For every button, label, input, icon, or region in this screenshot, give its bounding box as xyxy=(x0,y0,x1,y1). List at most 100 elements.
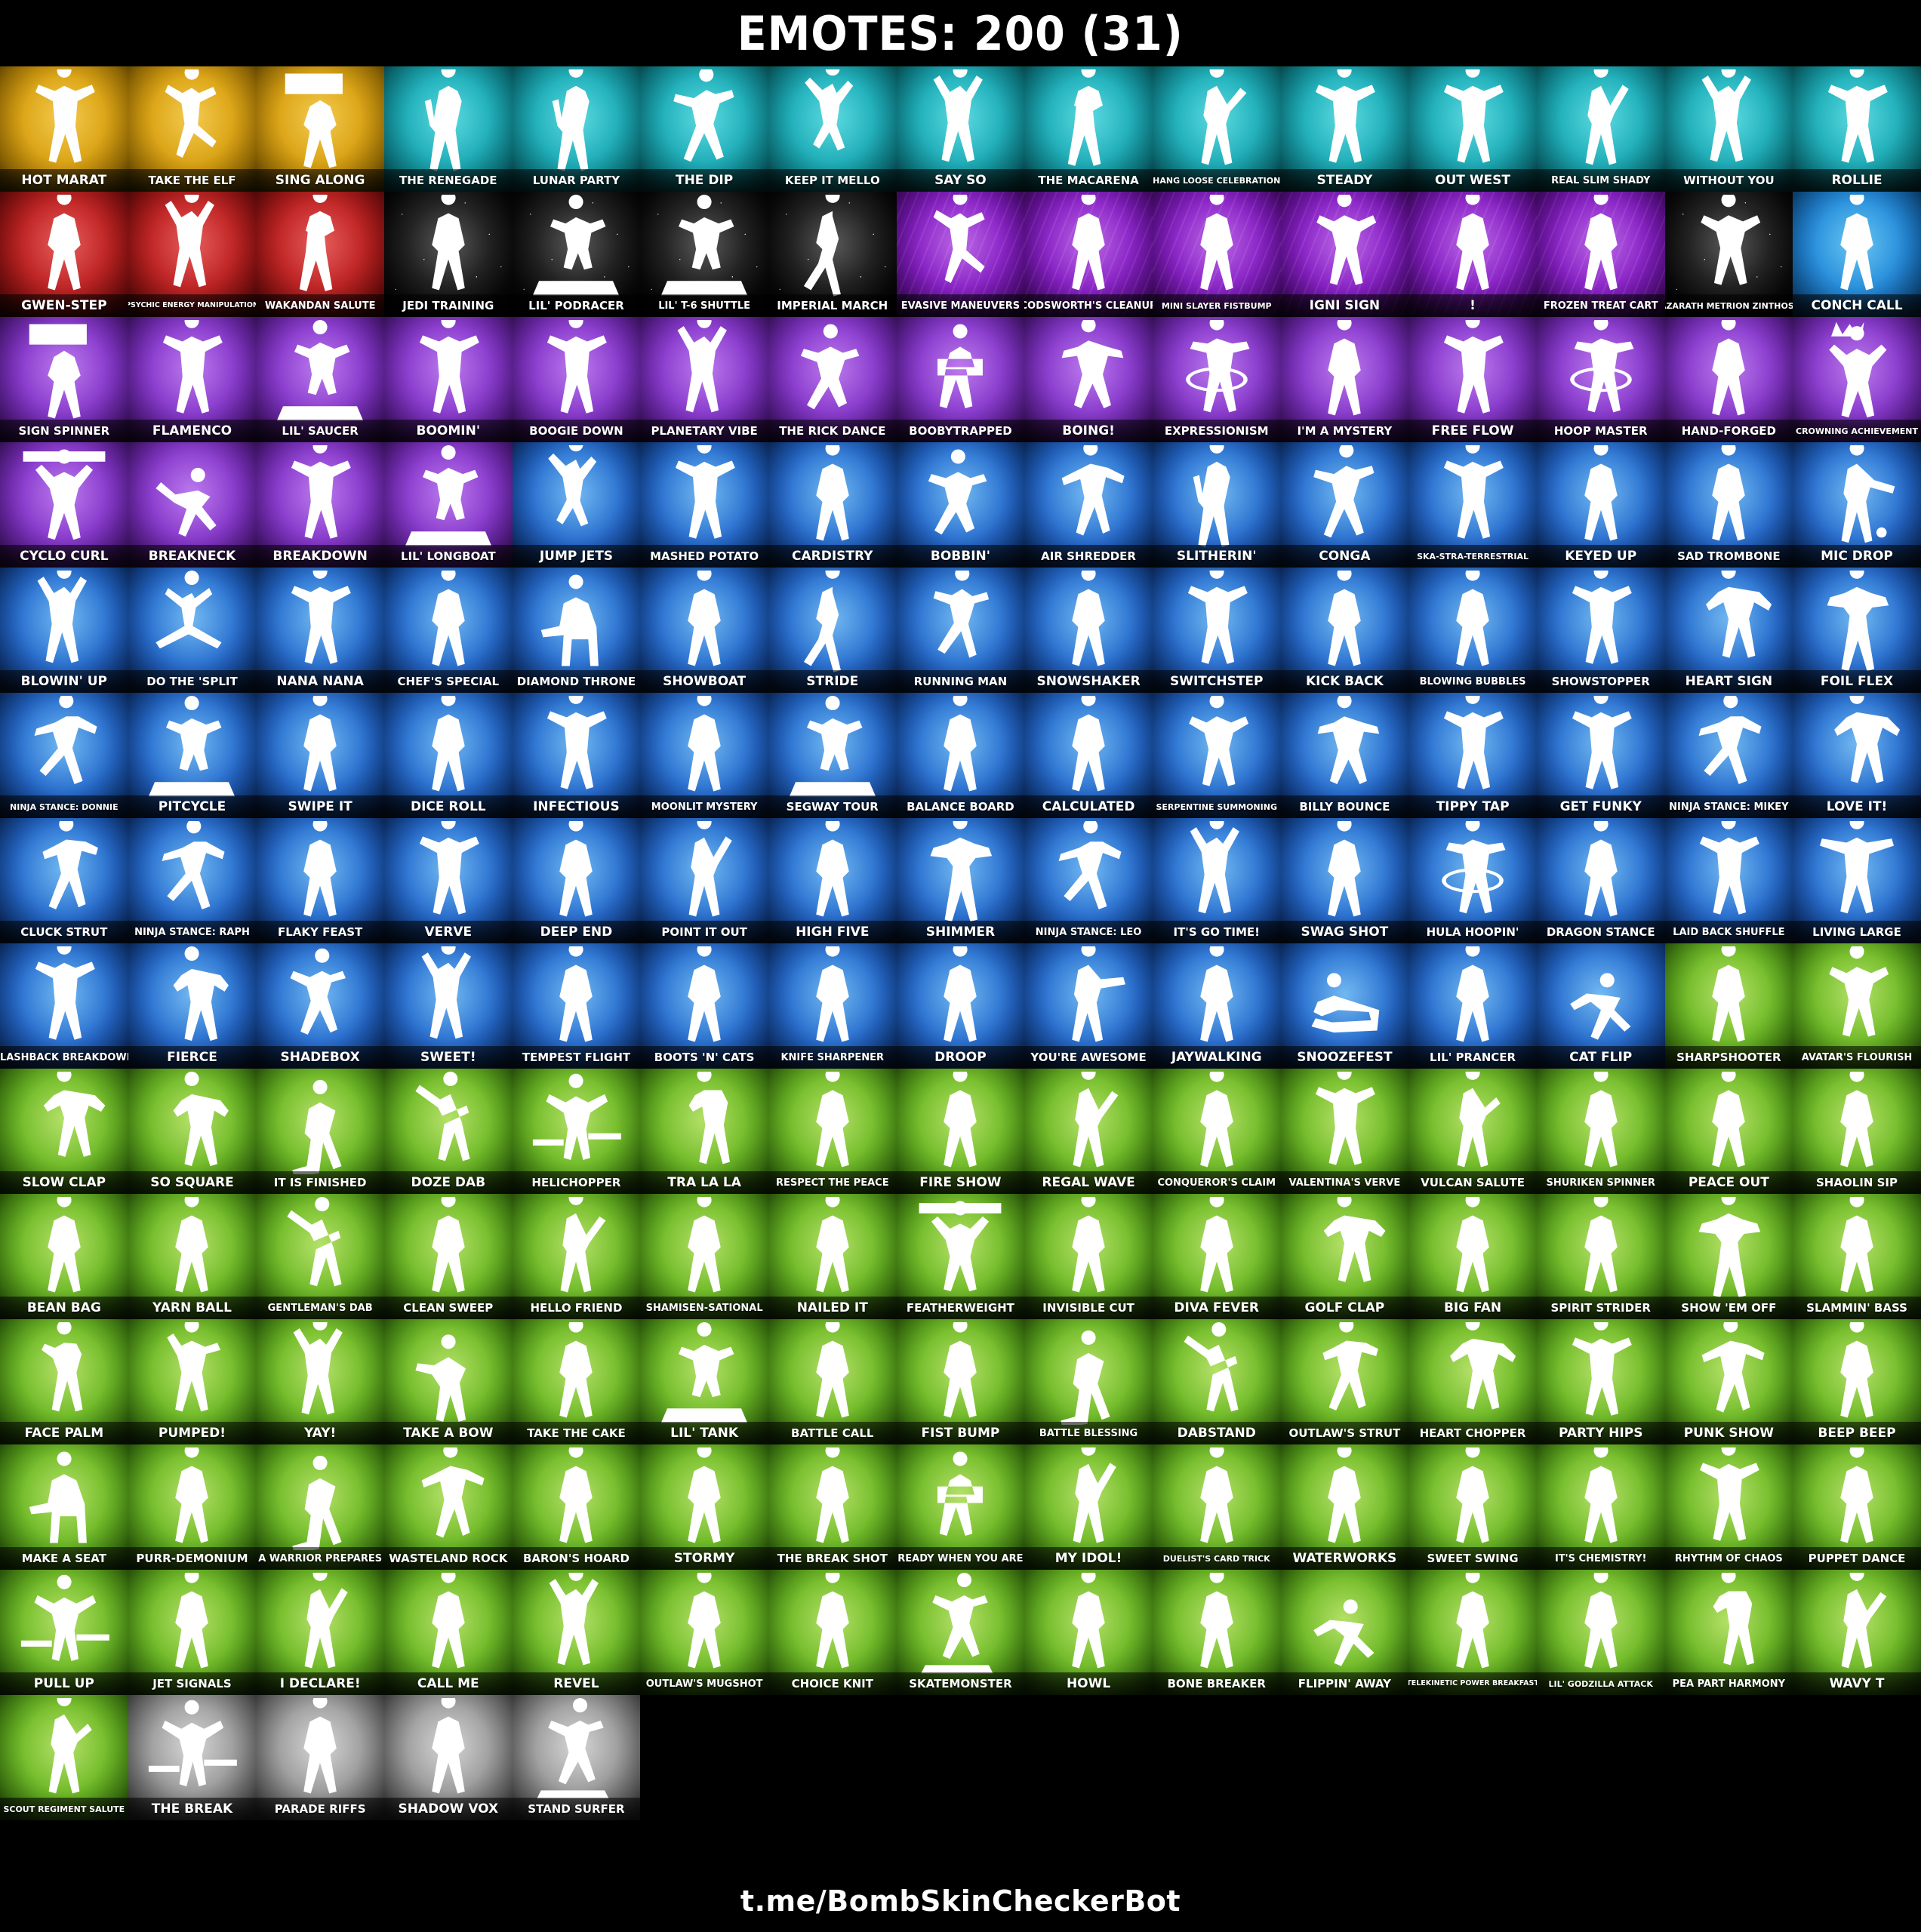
emote-tile[interactable]: HEART CHOPPER xyxy=(1408,1319,1537,1444)
emote-tile[interactable]: BOOBYTRAPPED xyxy=(896,317,1025,442)
emote-tile[interactable]: IT'S CHEMISTRY! xyxy=(1536,1444,1665,1570)
emote-tile[interactable]: LIVING LARGE xyxy=(1793,818,1921,943)
emote-tile[interactable]: BOOGIE DOWN xyxy=(512,317,641,442)
emote-tile[interactable]: VULCAN SALUTE xyxy=(1408,1069,1537,1194)
emote-tile[interactable]: KEYED UP xyxy=(1536,442,1665,568)
emote-tile[interactable]: A WARRIOR PREPARES xyxy=(256,1444,384,1570)
emote-tile[interactable]: THE RICK DANCE xyxy=(768,317,897,442)
emote-tile[interactable]: THE DIP xyxy=(640,66,768,192)
emote-tile[interactable]: NINJA STANCE: DONNIE xyxy=(0,693,128,818)
emote-tile[interactable]: HELICHOPPER xyxy=(512,1069,641,1194)
emote-tile[interactable]: FLAMENCO xyxy=(128,317,257,442)
emote-tile[interactable]: NINJA STANCE: MIKEY xyxy=(1664,693,1793,818)
emote-tile[interactable]: SHURIKEN SPINNER xyxy=(1536,1069,1665,1194)
emote-tile[interactable]: TEMPEST FLIGHT xyxy=(512,943,641,1069)
emote-tile[interactable]: SLOW CLAP xyxy=(0,1069,128,1194)
emote-tile[interactable]: TAKE THE ELF xyxy=(128,66,257,192)
emote-tile[interactable]: PSYCHIC ENERGY MANIPULATION xyxy=(128,192,257,317)
emote-tile[interactable]: GOLF CLAP xyxy=(1280,1194,1409,1319)
emote-tile[interactable]: SWAG SHOT xyxy=(1280,818,1409,943)
emote-tile[interactable]: DO THE 'SPLIT xyxy=(128,568,257,693)
emote-tile[interactable]: FIRE SHOW xyxy=(896,1069,1025,1194)
emote-tile[interactable]: BEEP BEEP xyxy=(1793,1319,1921,1444)
emote-tile[interactable]: WAVY T xyxy=(1793,1570,1921,1695)
emote-tile[interactable]: WASTELAND ROCK xyxy=(383,1444,513,1570)
emote-tile[interactable]: SAD TROMBONE xyxy=(1664,442,1793,568)
emote-tile[interactable]: LIL' GODZILLA ATTACK xyxy=(1536,1570,1665,1695)
emote-tile[interactable]: AIR SHREDDER xyxy=(1024,442,1153,568)
emote-tile[interactable]: FREE FLOW xyxy=(1408,317,1537,442)
emote-tile[interactable]: FLAKY FEAST xyxy=(256,818,384,943)
emote-tile[interactable]: YARN BALL xyxy=(128,1194,257,1319)
emote-tile[interactable]: SWIPE IT xyxy=(256,693,384,818)
emote-tile[interactable]: CODSWORTH'S CLEANUP xyxy=(1024,192,1153,317)
emote-tile[interactable]: MIC DROP xyxy=(1793,442,1921,568)
emote-tile[interactable]: HANG LOOSE CELEBRATION xyxy=(1152,66,1281,192)
emote-tile[interactable]: OUTLAW'S STRUT xyxy=(1280,1319,1409,1444)
emote-tile[interactable]: VALENTINA'S VERVE xyxy=(1280,1069,1409,1194)
emote-tile[interactable]: TAKE THE CAKE xyxy=(512,1319,641,1444)
emote-tile[interactable]: BOOMIN' xyxy=(383,317,513,442)
emote-tile[interactable]: OUTLAW'S MUGSHOT xyxy=(640,1570,768,1695)
emote-tile[interactable]: NANA NANA xyxy=(256,568,384,693)
emote-tile[interactable]: RUNNING MAN xyxy=(896,568,1025,693)
emote-tile[interactable]: BOBBIN' xyxy=(896,442,1025,568)
emote-tile[interactable]: GET FUNKY xyxy=(1536,693,1665,818)
emote-tile[interactable]: IMPERIAL MARCH xyxy=(768,192,897,317)
emote-tile[interactable]: BALANCE BOARD xyxy=(896,693,1025,818)
emote-tile[interactable]: DIAMOND THRONE xyxy=(512,568,641,693)
emote-tile[interactable]: SO SQUARE xyxy=(128,1069,257,1194)
emote-tile[interactable]: IT'S GO TIME! xyxy=(1152,818,1281,943)
emote-tile[interactable]: LAID BACK SHUFFLE xyxy=(1664,818,1793,943)
emote-tile[interactable]: FROZEN TREAT CART xyxy=(1536,192,1665,317)
emote-tile[interactable]: DICE ROLL xyxy=(383,693,513,818)
emote-tile[interactable]: THE BREAK SHOT xyxy=(768,1444,897,1570)
emote-tile[interactable]: SHAMISEN-SATIONAL xyxy=(640,1194,768,1319)
emote-tile[interactable]: SNOWSHAKER xyxy=(1024,568,1153,693)
emote-tile[interactable]: PUMPED! xyxy=(128,1319,257,1444)
emote-tile[interactable]: SHAOLIN SIP xyxy=(1793,1069,1921,1194)
emote-tile[interactable]: BARON'S HOARD xyxy=(512,1444,641,1570)
emote-tile[interactable]: HULA HOOPIN' xyxy=(1408,818,1537,943)
emote-tile[interactable]: JET SIGNALS xyxy=(128,1570,257,1695)
emote-tile[interactable]: YOU'RE AWESOME xyxy=(1024,943,1153,1069)
emote-tile[interactable]: POINT IT OUT xyxy=(640,818,768,943)
emote-tile[interactable]: JAYWALKING xyxy=(1152,943,1281,1069)
emote-tile[interactable]: READY WHEN YOU ARE xyxy=(896,1444,1025,1570)
emote-tile[interactable]: BILLY BOUNCE xyxy=(1280,693,1409,818)
emote-tile[interactable]: THE RENEGADE xyxy=(383,66,513,192)
emote-tile[interactable]: GENTLEMAN'S DAB xyxy=(256,1194,384,1319)
emote-tile[interactable]: STRIDE xyxy=(768,568,897,693)
emote-tile[interactable]: SHADEBOX xyxy=(256,943,384,1069)
footer-link[interactable]: t.me/BombSkinCheckerBot xyxy=(740,1884,1181,1918)
emote-tile[interactable]: THE MACARENA xyxy=(1024,66,1153,192)
emote-tile[interactable]: SAY SO xyxy=(896,66,1025,192)
emote-tile[interactable]: HIGH FIVE xyxy=(768,818,897,943)
emote-tile[interactable]: MASHED POTATO xyxy=(640,442,768,568)
emote-tile[interactable]: SWEET! xyxy=(383,943,513,1069)
emote-tile[interactable]: MOONLIT MYSTERY xyxy=(640,693,768,818)
emote-tile[interactable]: TELEKINETIC POWER BREAKFAST xyxy=(1408,1570,1537,1695)
emote-tile[interactable]: MINI SLAYER FISTBUMP xyxy=(1152,192,1281,317)
emote-tile[interactable]: I'M A MYSTERY xyxy=(1280,317,1409,442)
emote-tile[interactable]: DABSTAND xyxy=(1152,1319,1281,1444)
emote-tile[interactable]: YAY! xyxy=(256,1319,384,1444)
emote-tile[interactable]: STORMY xyxy=(640,1444,768,1570)
emote-tile[interactable]: PEACE OUT xyxy=(1664,1069,1793,1194)
emote-tile[interactable]: LOVE IT! xyxy=(1793,693,1921,818)
emote-tile[interactable]: BREAKDOWN xyxy=(256,442,384,568)
emote-tile[interactable]: IT IS FINISHED xyxy=(256,1069,384,1194)
emote-tile[interactable]: ! xyxy=(1408,192,1537,317)
emote-tile[interactable]: MAKE A SEAT xyxy=(0,1444,128,1570)
emote-tile[interactable]: BLOWING BUBBLES xyxy=(1408,568,1537,693)
emote-tile[interactable]: DEEP END xyxy=(512,818,641,943)
emote-tile[interactable]: SHADOW VOX xyxy=(383,1695,513,1820)
emote-tile[interactable]: PUNK SHOW xyxy=(1664,1319,1793,1444)
emote-tile[interactable]: SWITCHSTEP xyxy=(1152,568,1281,693)
emote-tile[interactable]: LUNAR PARTY xyxy=(512,66,641,192)
emote-tile[interactable]: AZARATH METRION ZINTHOS! xyxy=(1664,192,1793,317)
emote-tile[interactable]: SIGN SPINNER xyxy=(0,317,128,442)
emote-tile[interactable]: KEEP IT MELLO xyxy=(768,66,897,192)
emote-tile[interactable]: FOIL FLEX xyxy=(1793,568,1921,693)
emote-tile[interactable]: TIPPY TAP xyxy=(1408,693,1537,818)
